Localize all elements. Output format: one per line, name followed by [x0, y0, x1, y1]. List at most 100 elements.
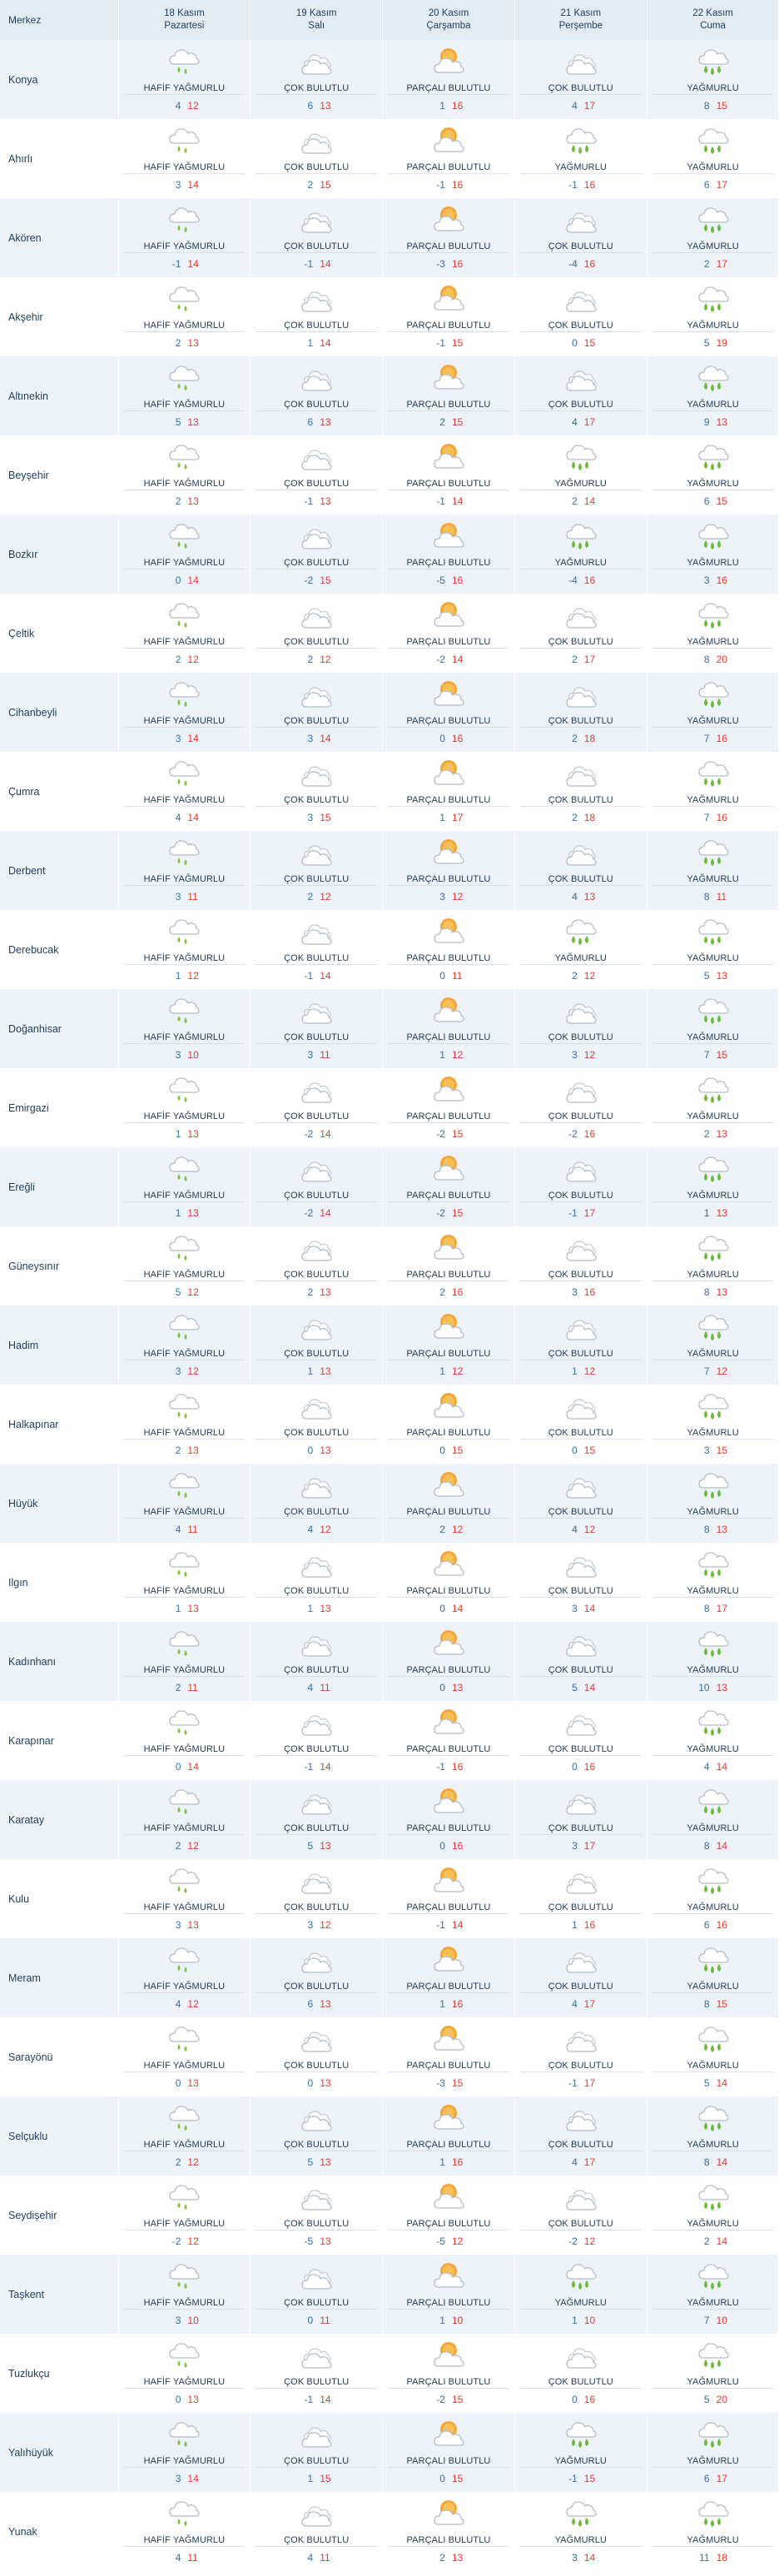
condition-label: PARÇALI BULUTLU	[406, 2219, 491, 2229]
partly-cloudy-icon	[432, 1785, 465, 1817]
max-temp: 12	[187, 1840, 199, 1852]
forecast-cell: ÇOK BULUTLU 3 12	[250, 1859, 384, 1938]
forecast-cell: PARÇALI BULUTLU 3 12	[382, 831, 515, 910]
cell-divider	[519, 1992, 642, 1993]
forecast-cell: ÇOK BULUTLU 5 13	[250, 2096, 384, 2176]
min-temp: 1	[572, 1365, 578, 1377]
condition-label: ÇOK BULUTLU	[284, 637, 350, 647]
forecast-cell: YAĞMURLU 8 15	[647, 40, 779, 119]
min-temp: 2	[175, 337, 181, 349]
cell-divider	[256, 2309, 378, 2310]
temperature-range: 0 15	[383, 2473, 514, 2484]
cell-divider	[519, 1122, 642, 1123]
temperature-range: -5 12	[383, 2235, 514, 2247]
min-temp: -5	[436, 574, 445, 586]
rain-icon	[697, 1073, 730, 1105]
rain-icon	[697, 678, 730, 709]
min-temp: 1	[439, 2156, 445, 2168]
cloudy-icon	[564, 203, 598, 235]
rain-icon	[697, 520, 730, 551]
temperature-range: 5 14	[648, 2077, 779, 2089]
cell-divider	[256, 410, 378, 411]
rain-icon	[697, 1864, 730, 1896]
max-temp: 10	[451, 2315, 464, 2326]
city-name: Güneysınır	[0, 1226, 119, 1305]
cloudy-icon	[300, 440, 333, 472]
max-temp: 16	[451, 100, 464, 112]
condition-label: HAFİF YAĞMURLU	[143, 1902, 226, 1912]
condition-label: ÇOK BULUTLU	[548, 1744, 613, 1754]
max-temp: 12	[583, 970, 596, 982]
condition-label: ÇOK BULUTLU	[284, 321, 350, 331]
cloudy-icon	[564, 678, 598, 709]
temperature-range: 4 14	[119, 812, 251, 823]
temperature-range: 4 11	[251, 2552, 382, 2564]
condition-label: YAĞMURLU	[687, 1902, 739, 1912]
min-temp: 3	[572, 2552, 578, 2564]
max-temp: 16	[583, 1919, 596, 1931]
day-date: 18 Kasım	[164, 8, 205, 18]
forecast-cell: YAĞMURLU 2 12	[514, 910, 648, 989]
light-rain-icon	[167, 1864, 201, 1896]
min-temp: 2	[572, 495, 578, 507]
city-row: Karatay HAFİF YAĞMURLU 2 12 ÇOK BULUTLU 5 13 PA…	[0, 1780, 779, 1859]
forecast-cell: PARÇALI BULUTLU 1 17	[382, 752, 515, 831]
rain-icon	[564, 440, 598, 472]
forecast-cell: ÇOK BULUTLU 4 13	[514, 831, 648, 910]
condition-label: YAĞMURLU	[687, 1191, 739, 1201]
max-temp: 15	[716, 1445, 727, 1456]
max-temp: 14	[320, 970, 331, 982]
condition-label: HAFİF YAĞMURLU	[143, 83, 226, 93]
forecast-cell: PARÇALI BULUTLU 0 16	[382, 673, 515, 752]
city-row: Meram HAFİF YAĞMURLU 4 12 ÇOK BULUTLU 6 13 PARÇ…	[0, 1938, 779, 2017]
condition-label: YAĞMURLU	[687, 2140, 739, 2150]
temperature-range: 6 13	[251, 100, 382, 112]
forecast-cell: ÇOK BULUTLU 3 14	[250, 673, 384, 752]
condition-label: ÇOK BULUTLU	[548, 2061, 613, 2071]
min-temp: 7	[703, 2315, 710, 2326]
forecast-cell: YAĞMURLU 5 14	[647, 2017, 779, 2096]
temperature-range: 5 13	[251, 1840, 382, 1852]
condition-label: YAĞMURLU	[687, 1349, 739, 1359]
max-temp: 16	[451, 258, 464, 270]
cell-divider	[652, 410, 774, 411]
forecast-cell: HAFİF YAĞMURLU 3 14	[118, 673, 251, 752]
max-temp: 11	[187, 1524, 198, 1535]
city-name: Emirgazi	[0, 1068, 119, 1147]
condition-label: HAFİF YAĞMURLU	[143, 558, 226, 568]
temperature-range: -1 16	[515, 179, 647, 191]
temperature-range: -1 14	[383, 495, 514, 507]
min-temp: 7	[703, 1049, 710, 1061]
min-temp: 5	[703, 337, 710, 349]
cell-divider	[652, 2309, 774, 2310]
cell-divider	[123, 806, 246, 807]
condition-label: ÇOK BULUTLU	[284, 1744, 350, 1754]
cell-divider	[123, 885, 246, 886]
forecast-cell: ÇOK BULUTLU 2 12	[250, 594, 384, 673]
city-name: Yalıhüyük	[0, 2413, 119, 2492]
temperature-range: -5 13	[251, 2235, 382, 2247]
min-temp: -1	[568, 179, 578, 191]
cloudy-icon	[300, 124, 333, 156]
min-temp: 2	[572, 970, 578, 982]
rain-icon	[564, 124, 598, 156]
min-temp: 5	[703, 970, 710, 982]
temperature-range: -1 15	[383, 337, 514, 349]
max-temp: 13	[320, 100, 331, 112]
city-name: Çeltik	[0, 594, 119, 673]
condition-label: PARÇALI BULUTLU	[406, 795, 491, 805]
max-temp: 14	[451, 654, 464, 665]
condition-label: YAĞMURLU	[687, 2535, 739, 2545]
max-temp: 17	[583, 1207, 596, 1219]
day-date: 19 Kasım	[295, 8, 337, 18]
condition-label: YAĞMURLU	[687, 795, 739, 805]
forecast-cell: YAĞMURLU 9 13	[647, 356, 779, 435]
cell-divider	[652, 1992, 774, 1993]
forecast-cell: YAĞMURLU 5 13	[647, 910, 779, 989]
condition-label: YAĞMURLU	[687, 2456, 739, 2466]
condition-label: YAĞMURLU	[554, 162, 607, 172]
forecast-cell: ÇOK BULUTLU -1 14	[250, 198, 384, 277]
cloudy-icon	[300, 2181, 333, 2212]
max-temp: 12	[451, 2235, 464, 2247]
rain-icon	[697, 1706, 730, 1738]
